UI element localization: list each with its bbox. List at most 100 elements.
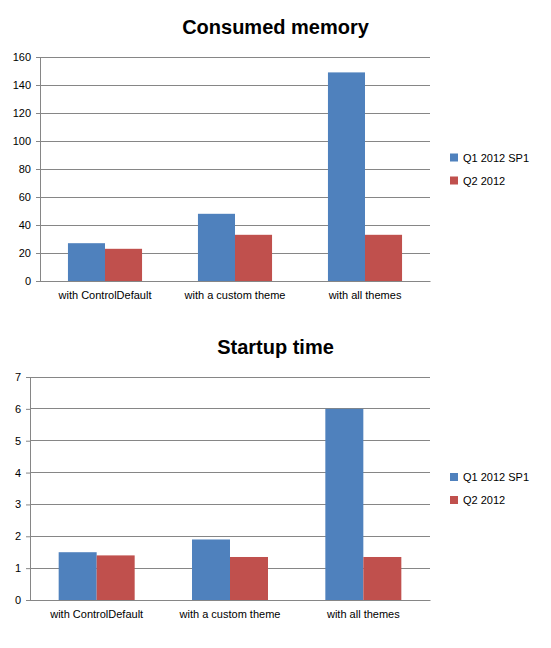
y-tick-label: 6 (15, 403, 21, 415)
chart-title: Startup time (217, 336, 334, 358)
legend-swatch (450, 177, 458, 185)
x-axis-line (31, 600, 431, 601)
grid-line (30, 377, 430, 378)
bar (105, 249, 142, 281)
x-tick-label: with a custom theme (184, 289, 286, 301)
y-tick-mark (26, 536, 30, 537)
bar (363, 557, 401, 600)
grid-line (30, 536, 430, 537)
canvas: Consumed memory020406080100120140160with… (0, 0, 551, 648)
y-tick: 4 (15, 467, 30, 479)
bar (325, 409, 363, 600)
y-tick-mark (36, 141, 40, 142)
y-tick: 6 (15, 403, 30, 415)
y-tick-mark (36, 253, 40, 254)
y-tick: 140 (13, 79, 40, 91)
grid-line (40, 197, 430, 198)
y-tick-label: 7 (15, 371, 21, 383)
y-tick-label: 160 (13, 51, 31, 63)
x-tick: with all themes (326, 600, 400, 620)
x-tick-label: with a custom theme (179, 608, 281, 620)
grid-line (30, 440, 430, 441)
y-tick-mark (26, 441, 30, 442)
y-tick-label: 0 (15, 594, 21, 606)
y-tick: 0 (25, 275, 40, 287)
legend-swatch (450, 473, 458, 481)
y-tick: 5 (15, 435, 30, 447)
y-tick: 20 (19, 247, 40, 259)
chart: Consumed memory 0 20 40 60 80 100 120 140 160 with… (13, 16, 529, 301)
x-tick-label: with all themes (328, 289, 402, 301)
x-tick: with ControlDefault (58, 281, 152, 301)
y-tick-mark (36, 113, 40, 114)
bar (97, 555, 135, 600)
grid-line (30, 408, 430, 409)
y-tick-mark (36, 281, 40, 282)
y-tick: 7 (15, 371, 30, 383)
bars (68, 72, 402, 281)
bar (68, 243, 105, 281)
legend-label: Q2 2012 (463, 494, 505, 506)
y-tick-label: 3 (15, 498, 21, 510)
y-axis-line (40, 58, 41, 282)
legend-label: Q2 2012 (463, 175, 505, 187)
grid-line (30, 472, 430, 473)
chart: Startup time01234567with ControlDefaultw… (15, 336, 529, 620)
bars (59, 409, 402, 600)
x-tick: with a custom theme (179, 600, 281, 620)
legend: Q1 2012 SP1 Q2 2012 (450, 152, 529, 187)
y-tick: 60 (19, 191, 40, 203)
y-tick-label: 0 (25, 275, 31, 287)
y-tick-label: 4 (15, 467, 21, 479)
y-tick: 160 (13, 51, 40, 63)
y-tick: 80 (19, 163, 40, 175)
legend: Q1 2012 SP1Q2 2012 (450, 471, 529, 506)
bar (365, 235, 402, 281)
x-axis-line (41, 281, 431, 282)
y-tick: 40 (19, 219, 40, 231)
y-tick-mark (26, 504, 30, 505)
grid-line (40, 113, 430, 114)
grid-line (40, 169, 430, 170)
bar (230, 557, 268, 600)
x-tick: with all themes (328, 281, 402, 301)
bar (192, 539, 230, 600)
y-tick: 100 (13, 135, 40, 147)
y-tick-mark (36, 225, 40, 226)
grid-line (30, 504, 430, 505)
y-tick-label: 120 (13, 107, 31, 119)
y-tick-label: 1 (15, 562, 21, 574)
grid-line (40, 141, 430, 142)
chart-title: Consumed memory (182, 16, 370, 38)
bar (328, 72, 365, 281)
legend-label: Q1 2012 SP1 (463, 152, 529, 164)
y-tick: 1 (15, 562, 30, 574)
y-tick: 120 (13, 107, 40, 119)
y-axis: 0 20 40 60 80 100 120 140 160 (13, 51, 41, 287)
grid (30, 377, 430, 600)
y-tick-label: 60 (19, 191, 31, 203)
y-tick-mark (36, 57, 40, 58)
y-tick-mark (26, 568, 30, 569)
y-tick-mark (26, 377, 30, 378)
y-axis-line (30, 378, 31, 601)
y-tick-mark (36, 197, 40, 198)
grid-line (40, 85, 430, 86)
x-tick-label: with ControlDefault (58, 289, 152, 301)
x-tick: with a custom theme (184, 281, 286, 301)
y-tick-mark (36, 85, 40, 86)
y-tick-mark (26, 409, 30, 410)
y-tick-label: 2 (15, 530, 21, 542)
bar (198, 214, 235, 281)
bar (235, 235, 272, 281)
legend-swatch (450, 496, 458, 504)
x-tick: with ControlDefault (49, 600, 143, 620)
y-tick-label: 80 (19, 163, 31, 175)
y-tick-mark (26, 473, 30, 474)
y-axis: 0 1 2 3 4 5 6 7 (15, 371, 31, 606)
y-tick-label: 5 (15, 435, 21, 447)
y-tick: 0 (15, 594, 30, 606)
x-axis: with ControlDefault with a custom theme wi… (31, 600, 431, 620)
y-tick-label: 100 (13, 135, 31, 147)
x-tick-label: with ControlDefault (49, 608, 143, 620)
